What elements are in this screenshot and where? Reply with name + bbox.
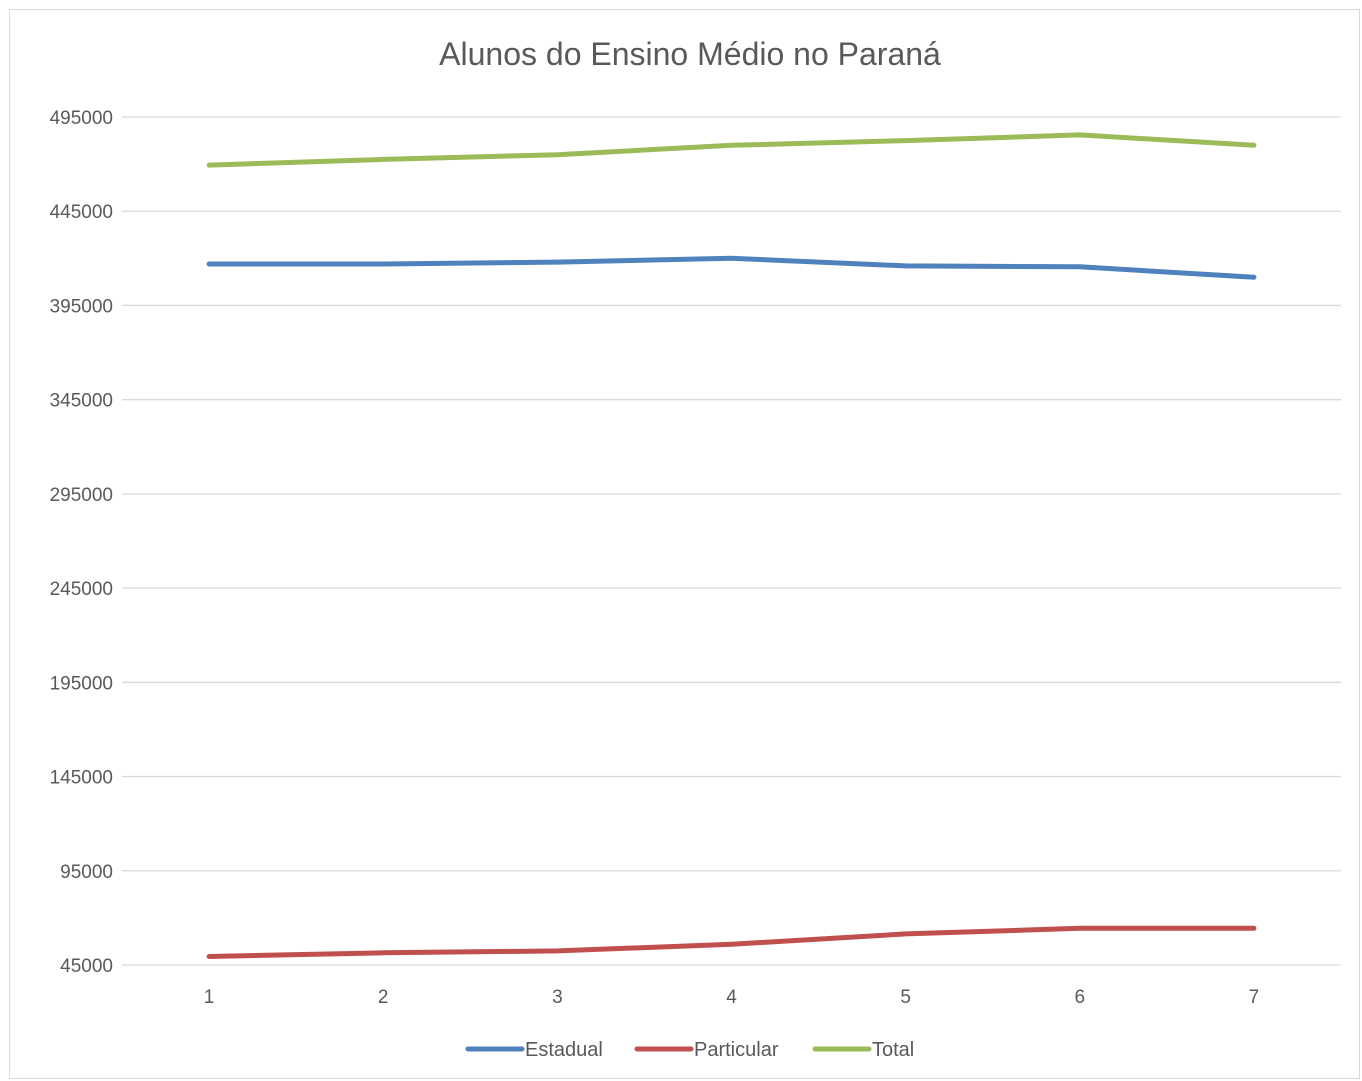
x-tick-label: 1 xyxy=(204,987,215,1008)
y-tick-label: 345000 xyxy=(50,391,113,412)
y-tick-label: 395000 xyxy=(50,296,113,317)
series-line-total xyxy=(206,132,1257,168)
series-lines xyxy=(206,132,1257,959)
legend: Estadual Particular Total xyxy=(465,1039,914,1061)
y-tick-label: 445000 xyxy=(50,202,113,223)
y-tick-label: 495000 xyxy=(50,108,113,129)
x-tick-label: 3 xyxy=(552,987,563,1008)
x-tick-label: 7 xyxy=(1249,987,1260,1008)
legend-label: Particular xyxy=(694,1039,779,1061)
x-axis: 1 2 3 4 5 6 7 xyxy=(204,987,1259,1008)
y-axis: 45000 95000 145000 195000 245000 295000 345000… xyxy=(50,108,113,977)
x-tick-label: 4 xyxy=(726,987,737,1008)
y-tick-label: 245000 xyxy=(50,579,113,600)
legend-label: Total xyxy=(872,1039,914,1061)
x-tick-label: 6 xyxy=(1074,987,1085,1008)
series-line-estadual xyxy=(206,255,1257,280)
gridlines xyxy=(122,116,1341,966)
chart-title: Alunos do Ensino Médio no Paraná xyxy=(439,36,941,72)
y-tick-label: 45000 xyxy=(60,956,113,977)
legend-label: Estadual xyxy=(525,1039,603,1061)
y-tick-label: 195000 xyxy=(50,673,113,694)
x-tick-label: 2 xyxy=(378,987,389,1008)
y-tick-label: 295000 xyxy=(50,485,113,506)
y-tick-label: 95000 xyxy=(60,862,113,883)
chart-frame xyxy=(9,9,1360,1079)
y-tick-label: 145000 xyxy=(50,768,113,789)
x-tick-label: 5 xyxy=(900,987,911,1008)
series-line-particular xyxy=(206,925,1257,959)
